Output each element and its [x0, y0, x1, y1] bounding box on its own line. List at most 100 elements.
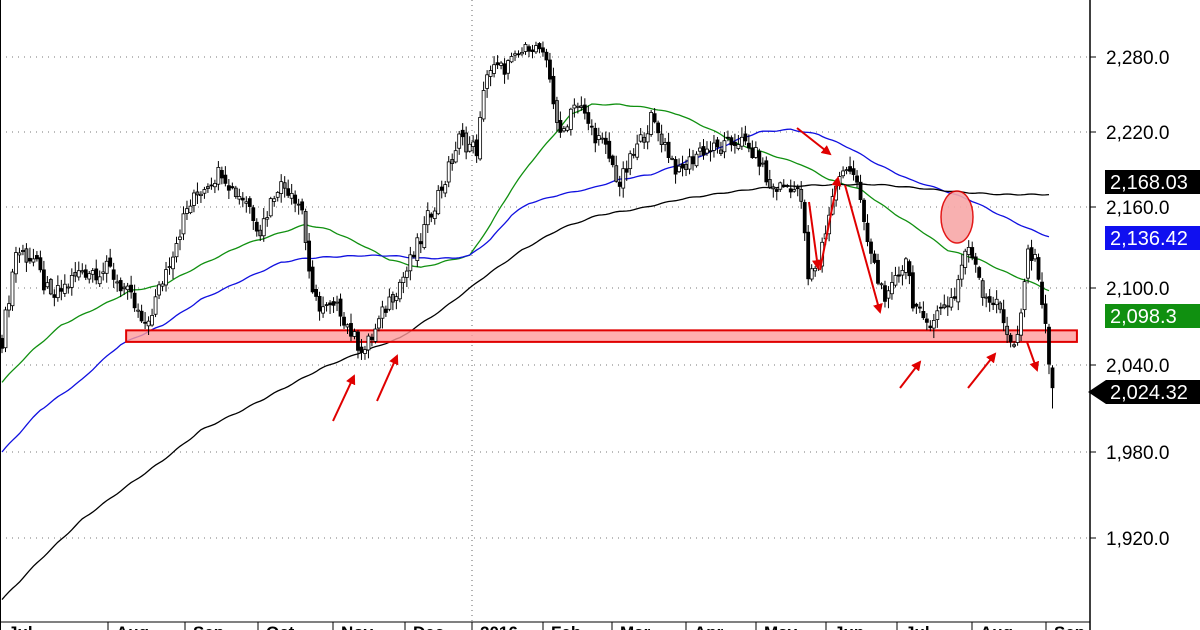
candle-body — [377, 318, 381, 329]
candle-body — [785, 184, 790, 187]
candle-body — [544, 51, 549, 61]
y-tick-label: 1,980.0 — [1106, 443, 1169, 464]
candle-body — [1015, 334, 1020, 343]
candle-body — [764, 160, 769, 183]
candle-body — [558, 120, 563, 133]
x-tick-label: Mar — [620, 623, 651, 630]
candle-body — [275, 192, 280, 198]
candle-body — [356, 331, 360, 351]
candle-body — [872, 253, 877, 263]
moving-average-line — [1, 183, 1050, 601]
candle-body — [129, 284, 134, 293]
candle-body — [488, 70, 493, 77]
candle-body — [792, 189, 797, 192]
x-tick-label: Sep — [193, 623, 224, 630]
candle-body — [813, 267, 818, 272]
candle-body — [858, 181, 863, 200]
candle-body — [10, 271, 15, 307]
candle-body — [984, 296, 989, 299]
candle-body — [331, 301, 336, 306]
candle-body — [195, 191, 200, 196]
candle-body — [788, 188, 793, 193]
candle-body — [209, 184, 214, 187]
y-tick-label: 1,920.0 — [1106, 529, 1169, 550]
candle-body — [261, 218, 266, 237]
candle-body — [568, 108, 573, 130]
medium-ma-value-tag: 2,136.42 — [1110, 228, 1188, 250]
candle-body — [439, 186, 444, 191]
candle-body — [328, 302, 332, 306]
candle-body — [122, 286, 127, 290]
candle-body — [268, 198, 273, 217]
candle-body — [719, 149, 723, 154]
x-tick-label: Sep — [1054, 623, 1085, 630]
candle-body — [94, 268, 99, 281]
candle-body — [628, 153, 633, 170]
candle-body — [59, 288, 64, 292]
candle-body — [666, 141, 671, 158]
candle-body — [254, 221, 259, 232]
x-tick-label: Oct — [266, 623, 295, 630]
candle-body — [62, 283, 67, 294]
candle-body — [258, 229, 263, 237]
y-tick-label: 2,220.0 — [1106, 123, 1169, 144]
candle-body — [998, 302, 1003, 310]
candle-body — [226, 185, 231, 191]
candle-body — [7, 303, 11, 311]
candle-body — [631, 153, 636, 156]
candle-body — [28, 257, 32, 262]
candle-body — [219, 170, 224, 179]
candle-body — [324, 304, 329, 307]
candle-body — [1008, 334, 1013, 343]
candle-body — [1022, 281, 1027, 311]
candle-body — [370, 336, 374, 340]
candle-body — [352, 331, 357, 337]
candle-body — [555, 100, 559, 123]
short-ma-value-tag: 2,098.3 — [1110, 306, 1177, 328]
candle-body — [474, 139, 479, 157]
candle-body — [143, 321, 147, 324]
candle-body — [387, 296, 392, 310]
candle-body — [722, 140, 727, 153]
candle-body — [883, 285, 887, 302]
long-ma-value-tag: 2,168.03 — [1110, 172, 1188, 194]
candle-body — [935, 310, 940, 320]
candle-body — [910, 272, 915, 309]
candle-body — [237, 196, 242, 200]
candle-body — [513, 53, 517, 56]
y-tick-label: 2,280.0 — [1106, 48, 1169, 69]
arrow-up-icon — [376, 354, 399, 402]
candle-body — [952, 296, 957, 299]
candle-body — [383, 308, 388, 313]
candle-body — [17, 252, 22, 256]
candle-body — [146, 320, 151, 327]
candle-body — [247, 198, 252, 207]
candle-body — [593, 127, 598, 144]
candle-body — [841, 170, 845, 177]
candle-body — [607, 140, 612, 159]
candle-body — [185, 208, 189, 214]
candle-body — [931, 320, 936, 329]
candle-body — [680, 163, 685, 169]
candle-body — [589, 125, 594, 128]
candle-body — [708, 150, 713, 153]
candle-body — [705, 148, 709, 154]
candle-body — [171, 256, 175, 270]
candle-body — [694, 153, 699, 167]
candle-body — [223, 174, 228, 184]
candle-body — [212, 183, 217, 188]
candle-body — [750, 147, 755, 159]
candle-body — [1026, 248, 1030, 279]
candle-body — [181, 213, 186, 235]
candle-body — [38, 257, 43, 271]
candle-body — [104, 260, 109, 274]
candle-body — [596, 135, 601, 140]
candle-body — [167, 266, 172, 268]
candle-body — [614, 165, 619, 182]
candle-body — [977, 267, 982, 278]
candle-body — [296, 203, 301, 206]
candle-body — [649, 111, 654, 135]
candle-body — [314, 288, 319, 297]
candle-body — [160, 283, 165, 287]
candle-body — [994, 298, 999, 306]
